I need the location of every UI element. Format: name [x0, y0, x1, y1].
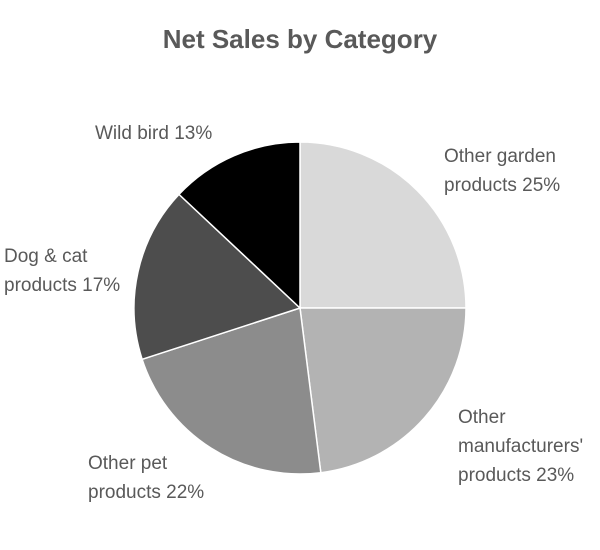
category-label: Dog & cat products	[4, 246, 88, 296]
value-label: 22%	[166, 482, 205, 503]
value-label: 17%	[82, 275, 121, 296]
value-label: 25%	[522, 175, 561, 196]
slice-label: Other pet products 22%	[88, 449, 218, 507]
value-label: 13%	[174, 123, 213, 144]
chart-title: Net Sales by Category	[162, 24, 438, 54]
pie-slice	[299, 141, 467, 309]
category-label: Other manufacturers' products	[458, 407, 584, 486]
slice-label: Wild bird 13%	[95, 119, 295, 148]
category-label: Wild bird	[95, 123, 169, 144]
category-label: Other garden products	[444, 146, 556, 196]
category-label: Other pet products	[88, 453, 168, 503]
pie-slice	[299, 307, 467, 474]
pie-slice	[177, 141, 301, 310]
slice-label: Dog & cat products 17%	[4, 242, 134, 300]
value-label: 23%	[536, 465, 575, 486]
pie-slice	[141, 307, 322, 475]
slice-label: Other garden products 25%	[444, 142, 584, 200]
pie-slice	[133, 193, 302, 361]
slice-label: Other manufacturers' products 23%	[458, 403, 598, 490]
